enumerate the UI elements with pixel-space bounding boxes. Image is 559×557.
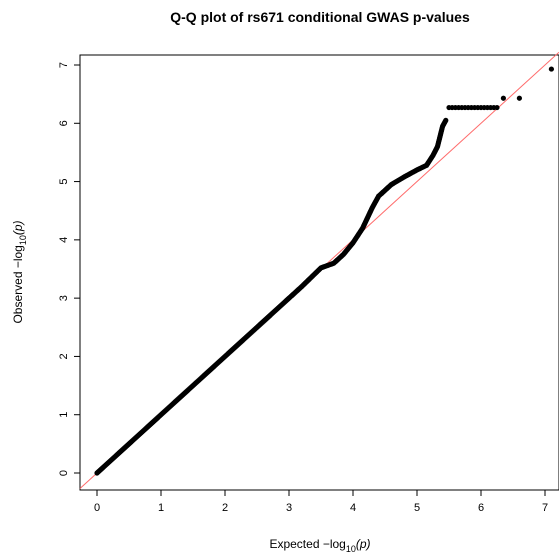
data-point — [494, 104, 500, 111]
x-axis: 0 1 2 3 4 5 6 7 — [94, 490, 548, 514]
x-axis-label-arg: (p) — [356, 537, 371, 551]
x-axis-label-sub: 10 — [346, 544, 356, 554]
y-tick-label: 3 — [58, 295, 70, 301]
y-axis-label-sub: 10 — [18, 235, 28, 245]
y-axis-label: Observed −log10(p) — [11, 220, 28, 323]
x-tick-label: 7 — [542, 502, 548, 514]
y-tick-label: 4 — [58, 237, 70, 243]
y-axis-label-arg: (p) — [11, 220, 25, 235]
chart-title: Q-Q plot of rs671 conditional GWAS p-val… — [170, 9, 470, 25]
y-tick-label: 6 — [58, 120, 70, 126]
y-tick-label: 1 — [58, 412, 70, 418]
data-point — [443, 117, 449, 123]
data-point — [500, 95, 506, 101]
y-tick-label: 7 — [58, 62, 70, 68]
y-tick-label: 0 — [58, 470, 70, 476]
data-point — [548, 66, 555, 72]
y-tick-label: 2 — [58, 353, 70, 359]
y-axis: 0 1 2 3 4 5 6 7 — [58, 62, 80, 476]
plot-area — [79, 51, 559, 491]
x-tick-label: 6 — [478, 502, 484, 514]
x-axis-label-prefix: Expected −log — [269, 537, 345, 551]
x-tick-label: 0 — [94, 502, 100, 514]
data-point — [516, 95, 523, 101]
data-points — [94, 66, 555, 476]
x-tick-label: 1 — [158, 502, 164, 514]
x-tick-label: 4 — [350, 502, 356, 514]
x-tick-label: 3 — [286, 502, 292, 514]
x-tick-label: 2 — [222, 502, 228, 514]
plot-frame — [79, 54, 559, 491]
y-axis-label-prefix: Observed −log — [11, 245, 25, 323]
x-axis-label: Expected −log10(p) — [269, 537, 370, 554]
y-tick-label: 5 — [58, 179, 70, 185]
x-tick-label: 5 — [414, 502, 420, 514]
